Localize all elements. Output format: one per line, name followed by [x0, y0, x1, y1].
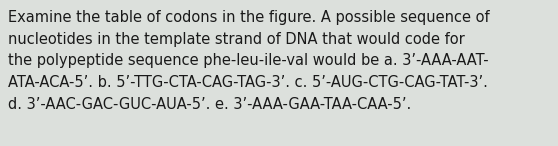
- Text: Examine the table of codons in the figure. A possible sequence of
nucleotides in: Examine the table of codons in the figur…: [8, 10, 489, 112]
